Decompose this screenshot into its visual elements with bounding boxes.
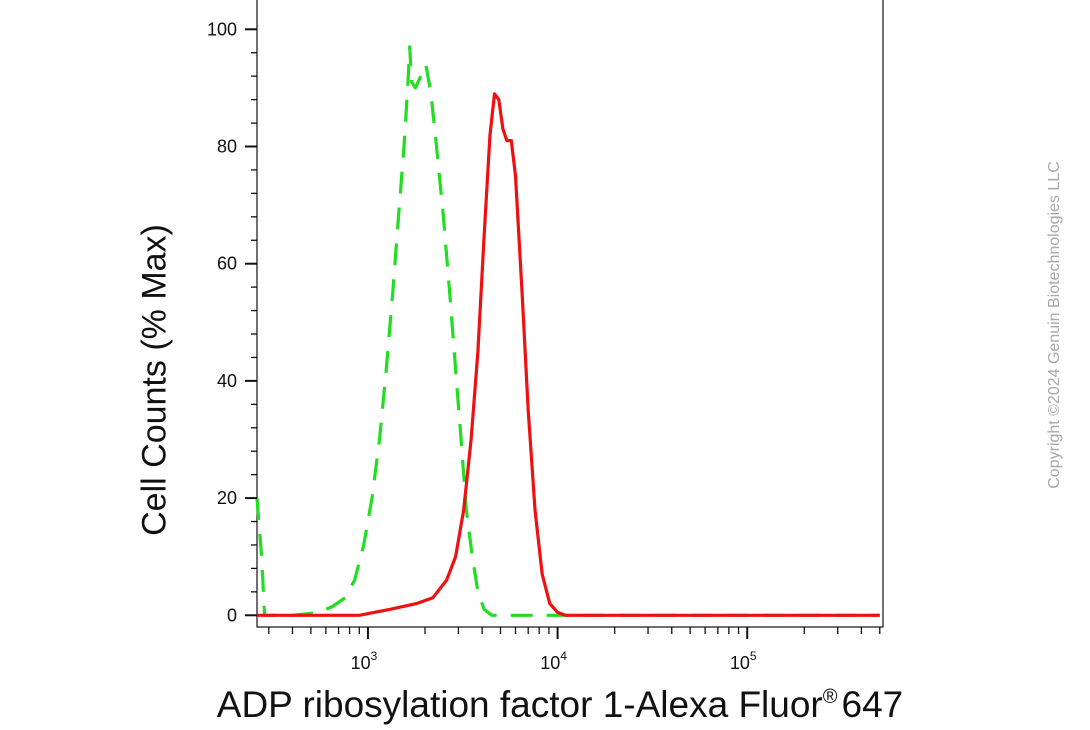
- y-tick-label: 40: [217, 371, 237, 391]
- tick-marks: [245, 28, 881, 639]
- y-tick-label: 80: [217, 136, 237, 156]
- x-tick-label: 103: [351, 649, 378, 673]
- y-axis-label: Cell Counts (% Max): [135, 224, 174, 536]
- x-tick-label: 105: [730, 649, 757, 673]
- copyright-watermark: Copyright ©2024 Genuin Biotechnologies L…: [1046, 161, 1063, 489]
- histogram-series-2: [257, 92, 880, 617]
- x-axis-label-text: ADP ribosylation factor 1-Alexa Fluor: [216, 684, 823, 725]
- x-tick-label: 104: [540, 649, 567, 673]
- x-axis-label: ADP ribosylation factor 1-Alexa Fluor® 64…: [217, 684, 903, 726]
- y-tick-label: 100: [207, 19, 237, 39]
- tick-labels: 0 20 40 60 80 100 103 104 105: [207, 19, 757, 673]
- plot-frame: [256, 0, 884, 628]
- x-axis-label-suffix: 647: [841, 684, 904, 725]
- histogram-series-1: [255, 45, 880, 617]
- axes: [256, 0, 884, 628]
- x-axis-label-registered-mark: ®: [822, 686, 838, 708]
- y-tick-label: 60: [217, 254, 237, 274]
- y-tick-label: 20: [217, 488, 237, 508]
- y-tick-label: 0: [227, 605, 237, 625]
- histogram-curves: [255, 45, 880, 617]
